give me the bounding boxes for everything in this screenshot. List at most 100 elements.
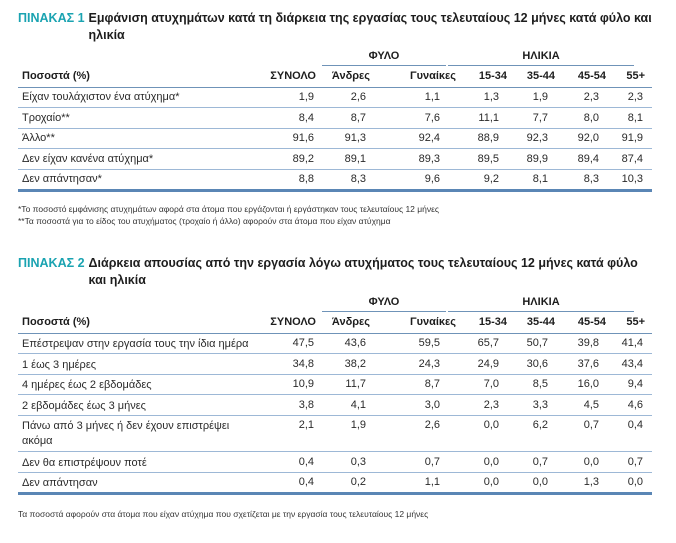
column-header: ΣΥΝΟΛΟ xyxy=(270,316,316,328)
table1-group-sex: ΦΥΛΟ xyxy=(322,50,446,66)
table2-title-text: Διάρκεια απουσίας από την εργασία λόγω α… xyxy=(88,256,638,287)
column-header: ΣΥΝΟΛΟ xyxy=(270,70,316,82)
cell-value: 2,3 xyxy=(583,91,599,103)
table-row: Είχαν τουλάχιστον ένα ατύχημα* 1,9 2,6 1,1 1… xyxy=(18,88,652,108)
cell-value: 8,4 xyxy=(298,111,314,124)
column-header: Γυναίκες xyxy=(409,316,456,328)
table2-group-sex: ΦΥΛΟ xyxy=(322,296,446,312)
column-header: Άνδρες xyxy=(331,316,370,328)
cell-value: 92,4 xyxy=(418,132,440,144)
cell-value: 89,9 xyxy=(526,152,548,165)
table2-footnotes: Τα ποσοστά αφορούν στα άτομα που είχαν α… xyxy=(18,508,652,520)
cell-value: 9,4 xyxy=(627,378,643,390)
table2-group-age: ΗΛΙΚΙΑ xyxy=(448,296,634,312)
cell-value: 8,8 xyxy=(298,173,314,185)
column-header: 55+ xyxy=(626,316,645,328)
column-header: 15-34 xyxy=(478,316,507,328)
cell-value: 92,3 xyxy=(526,132,548,144)
cell-value: 0,0 xyxy=(627,476,643,488)
cell-value: 7,7 xyxy=(532,111,548,124)
table-row: Δεν απάντησαν 0,4 0,2 1,1 0,0 0,0 1,3 0,0 xyxy=(18,473,652,495)
cell-value: 24,9 xyxy=(477,357,499,370)
cell-value: 2,6 xyxy=(350,91,366,103)
cell-value: 0,0 xyxy=(583,455,599,468)
cell-value: 0,3 xyxy=(350,455,366,468)
cell-value: 65,7 xyxy=(477,337,499,349)
cell-value: 8,3 xyxy=(350,173,366,185)
cell-value: 8,0 xyxy=(583,111,599,124)
row-label: 2 εβδομάδες έως 3 μήνες xyxy=(22,399,146,412)
column-header: 45-54 xyxy=(577,316,606,328)
cell-value: 91,6 xyxy=(292,132,314,144)
row-label: Επέστρεψαν στην εργασία τους την ίδια ημ… xyxy=(22,338,249,350)
row-label: Δεν απάντησαν* xyxy=(22,173,102,185)
cell-value: 7,0 xyxy=(483,378,499,390)
table-row: Δεν είχαν κανένα ατύχημα* 89,2 89,1 89,3 89,… xyxy=(18,150,652,170)
cell-value: 7,6 xyxy=(424,111,440,124)
cell-value: 34,8 xyxy=(292,357,314,370)
column-header: 55+ xyxy=(626,70,645,82)
cell-value: 0,7 xyxy=(532,455,548,468)
cell-value: 8,1 xyxy=(627,111,643,124)
cell-value: 2,1 xyxy=(298,419,314,431)
cell-value: 3,0 xyxy=(424,398,440,411)
cell-value: 6,2 xyxy=(532,419,548,431)
cell-value: 3,3 xyxy=(532,398,548,411)
cell-value: 0,0 xyxy=(483,419,499,431)
table-row: Επέστρεψαν στην εργασία τους την ίδια ημ… xyxy=(18,334,652,354)
column-header: 35-44 xyxy=(526,316,555,328)
table-row: 4 ημέρες έως 2 εβδομάδες 10,9 11,7 8,7 7,0 8,… xyxy=(18,375,652,395)
cell-value: 89,5 xyxy=(477,152,499,165)
cell-value: 0,7 xyxy=(583,419,599,431)
cell-value: 9,6 xyxy=(424,173,440,185)
cell-value: 0,7 xyxy=(627,455,643,468)
row-label: Τροχαίο** xyxy=(22,111,70,124)
row-label: 1 έως 3 ημέρες xyxy=(22,358,97,371)
table1-header-row: Ποσοστά (%) ΣΥΝΟΛΟ Άνδρες Γυναίκες 15-34 35-4… xyxy=(18,67,652,88)
column-header: 15-34 xyxy=(478,70,507,82)
table2-title: ΠΙΝΑΚΑΣ 2 Διάρκεια απουσίας από την εργασ… xyxy=(18,255,658,289)
row-label: Δεν είχαν κανένα ατύχημα* xyxy=(22,152,154,165)
cell-value: 4,1 xyxy=(350,398,366,411)
cell-value: 47,5 xyxy=(292,337,314,349)
cell-value: 30,6 xyxy=(526,357,548,370)
column-header: Γυναίκες xyxy=(409,70,456,82)
cell-value: 1,1 xyxy=(424,91,440,103)
cell-value: 91,3 xyxy=(344,132,366,144)
cell-value: 4,6 xyxy=(627,398,643,411)
table1-footnotes: *Το ποσοστό εμφάνισης ατυχημάτων αφορά σ… xyxy=(18,203,652,227)
column-header: 35-44 xyxy=(526,70,555,82)
table-row: Τροχαίο** 8,4 8,7 7,6 11,1 7,7 8,0 8,1 xyxy=(18,109,652,129)
cell-value: 2,6 xyxy=(424,419,440,431)
cell-value: 0,0 xyxy=(483,455,499,468)
cell-value: 0,4 xyxy=(298,455,314,468)
cell-value: 0,0 xyxy=(483,476,499,488)
cell-value: 8,5 xyxy=(532,378,548,390)
cell-value: 11,1 xyxy=(478,111,499,124)
table-row: Δεν απάντησαν* 8,8 8,3 9,6 9,2 8,1 8,3 10,3 xyxy=(18,170,652,192)
cell-value: 1,9 xyxy=(350,419,366,431)
table1-title-text: Εμφάνιση ατυχημάτων κατά τη διάρκεια της… xyxy=(88,11,652,42)
row-label: Δεν θα επιστρέψουν ποτέ xyxy=(22,456,147,469)
cell-value: 1,3 xyxy=(483,91,499,103)
cell-value: 38,2 xyxy=(344,357,366,370)
cell-value: 1,9 xyxy=(298,91,314,103)
cell-value: 59,5 xyxy=(418,337,440,349)
cell-value: 89,2 xyxy=(292,152,314,165)
row-label: 4 ημέρες έως 2 εβδομάδες xyxy=(22,379,152,391)
cell-value: 3,8 xyxy=(298,398,314,411)
cell-value: 0,2 xyxy=(350,476,366,488)
cell-value: 89,1 xyxy=(344,152,366,165)
table-row: Δεν θα επιστρέψουν ποτέ 0,4 0,3 0,7 0,0 0,7 0,… xyxy=(18,453,652,473)
cell-value: 89,4 xyxy=(577,152,599,165)
cell-value: 1,3 xyxy=(583,476,599,488)
column-header: Άνδρες xyxy=(331,70,370,82)
row-label: Πάνω από 3 μήνες ή δεν έχουν επιστρέψει … xyxy=(22,420,230,447)
cell-value: 89,3 xyxy=(418,152,440,165)
cell-value: 8,7 xyxy=(424,378,440,390)
table1-group-age: ΗΛΙΚΙΑ xyxy=(448,50,634,66)
cell-value: 50,7 xyxy=(526,337,548,349)
footnote: *Το ποσοστό εμφάνισης ατυχημάτων αφορά σ… xyxy=(18,203,440,214)
cell-value: 8,7 xyxy=(350,111,366,124)
cell-value: 1,1 xyxy=(424,476,440,488)
